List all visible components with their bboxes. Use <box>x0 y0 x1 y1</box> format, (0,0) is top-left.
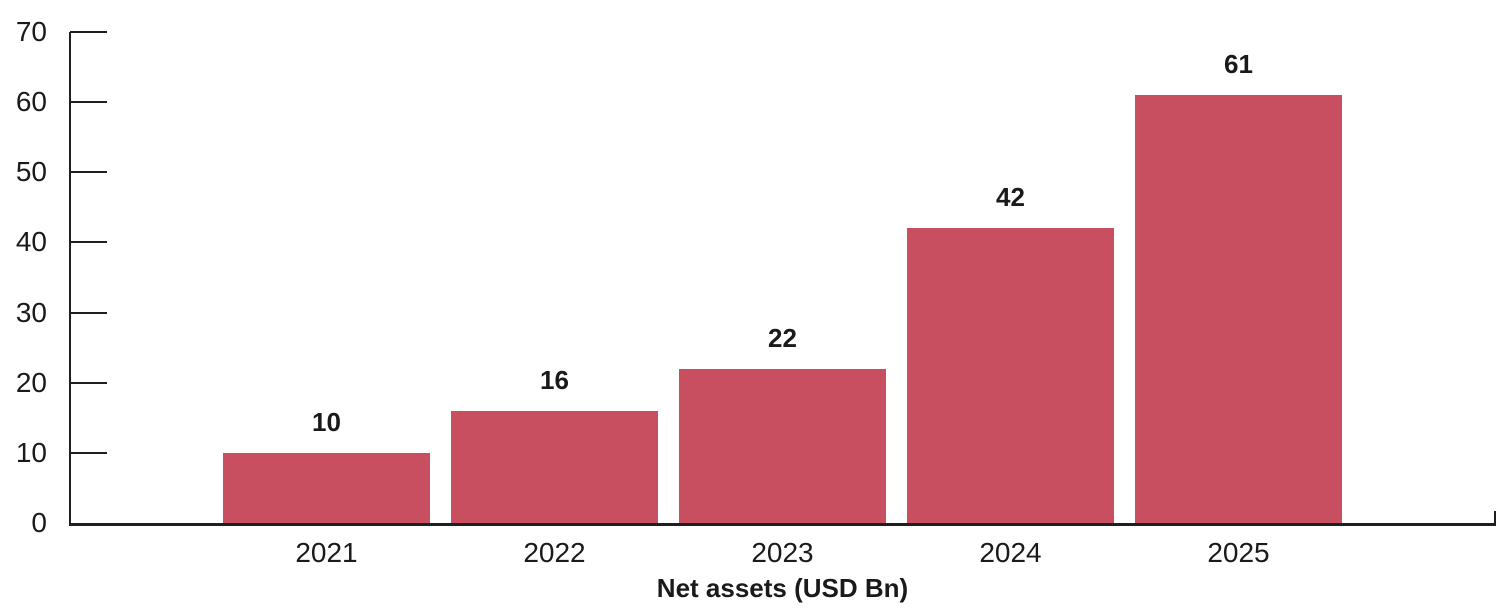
bar-value-label: 22 <box>768 322 797 353</box>
bar-value-label: 42 <box>996 182 1025 213</box>
bar-value-label: 10 <box>312 406 341 437</box>
y-tick-label: 60 <box>15 86 47 118</box>
y-tick-label: 10 <box>15 436 47 468</box>
bar <box>223 452 430 523</box>
bar-value-label: 16 <box>540 364 569 395</box>
x-tick-label: 2021 <box>295 537 358 568</box>
x-axis <box>69 523 1496 526</box>
bar <box>1135 95 1342 523</box>
y-tick-label: 30 <box>15 296 47 328</box>
y-tick-mark <box>70 101 107 104</box>
y-tick-mark <box>70 171 107 174</box>
bar <box>907 228 1114 523</box>
y-tick-mark <box>70 31 107 33</box>
y-tick-mark <box>70 241 107 244</box>
bar <box>451 410 658 523</box>
x-axis-title: Net assets (USD Bn) <box>656 573 909 603</box>
y-tick-mark <box>70 381 107 384</box>
bar <box>679 368 886 523</box>
y-axis <box>69 32 71 523</box>
x-tick-label: 2022 <box>523 537 586 568</box>
y-tick-label: 50 <box>15 156 47 188</box>
x-tick-label: 2024 <box>979 537 1042 568</box>
y-tick-label: 0 <box>31 507 47 538</box>
y-tick-label: 40 <box>15 226 47 258</box>
x-tick-label: 2023 <box>751 537 814 568</box>
x-axis-end-tick <box>1494 511 1496 523</box>
x-tick-label: 2025 <box>1207 537 1270 568</box>
y-tick-mark <box>70 311 107 314</box>
y-tick-label: 20 <box>15 366 47 398</box>
y-tick-mark <box>70 451 107 454</box>
bar-value-label: 61 <box>1224 49 1253 80</box>
y-tick-label: 70 <box>15 16 47 47</box>
